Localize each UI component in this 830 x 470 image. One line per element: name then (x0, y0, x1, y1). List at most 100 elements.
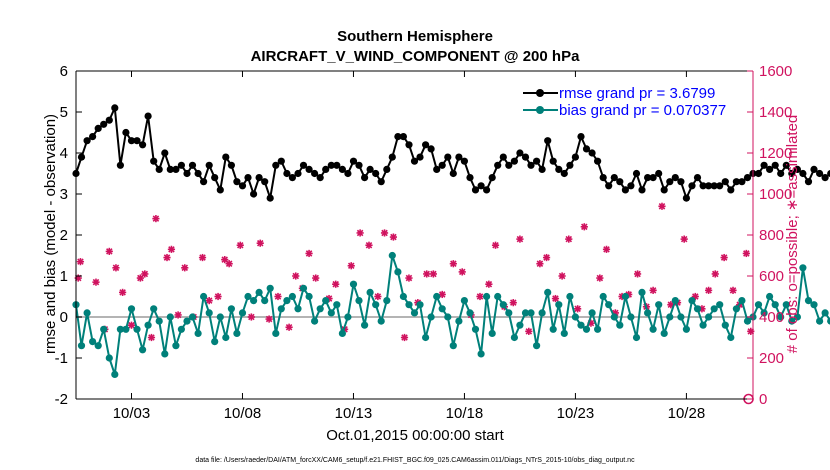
bias-point (571, 313, 580, 321)
obs-marker-stroke (574, 305, 581, 313)
bias-point (793, 313, 802, 321)
obs-marker-stroke (214, 293, 222, 300)
bias-point (460, 297, 468, 305)
bias-point (743, 317, 752, 325)
rmse-point (455, 153, 463, 161)
x-axis-label: Oct.01,2015 00:00:00 start (326, 427, 504, 444)
bias-point (627, 313, 635, 321)
rmse-point (116, 161, 124, 169)
obs-marker-stroke (525, 328, 533, 335)
rmse-point (205, 161, 213, 169)
rmse-point (338, 165, 346, 173)
rmse-point (594, 157, 602, 165)
bias-point (632, 333, 641, 342)
bias-point (638, 288, 646, 296)
obs-marker-stroke (256, 239, 264, 247)
rmse-point (660, 186, 668, 194)
obs-marker-stroke (401, 334, 408, 341)
bias-point (261, 297, 269, 305)
rmse-point (738, 178, 746, 186)
rmse-point (77, 153, 86, 161)
bias-point (644, 309, 652, 317)
obs-marker-stroke (141, 270, 149, 278)
rmse-point (549, 157, 557, 165)
obs-assimilated-marker (332, 280, 340, 288)
rmse-point (294, 169, 302, 178)
bias-point (100, 325, 108, 333)
bias-point (527, 309, 535, 317)
obs-marker-stroke (221, 256, 228, 263)
obs-assimilated-marker (536, 260, 544, 268)
bias-point (327, 309, 335, 317)
bias-point (671, 297, 679, 305)
obs-marker-stroke (603, 246, 610, 253)
y-tick-label: -1 (55, 350, 68, 367)
bias-point (521, 309, 530, 317)
bias-point (616, 321, 624, 329)
obs-marker-stroke (163, 254, 171, 261)
obs-marker-stroke (181, 264, 189, 272)
y-tick-label-right: 200 (759, 350, 784, 367)
rmse-point (155, 165, 163, 173)
bias-point (771, 301, 779, 309)
obs-assimilated-marker (152, 215, 160, 223)
bias-point (388, 251, 396, 260)
obs-marker-stroke (205, 297, 213, 304)
obs-assimilated-marker (356, 229, 364, 237)
rmse-point (83, 137, 91, 145)
rmse-point (89, 133, 97, 141)
rmse-point (372, 169, 380, 178)
rmse-point (499, 153, 507, 161)
obs-marker-stroke (381, 229, 388, 237)
obs-marker-stroke (587, 319, 595, 327)
rmse-point (100, 120, 108, 128)
bias-point (577, 321, 585, 329)
rmse-point (766, 165, 774, 173)
obs-assimilated-marker (729, 286, 737, 294)
obs-marker-stroke (729, 287, 737, 294)
obs-assimilated-marker (174, 311, 182, 319)
bias-point (494, 292, 502, 301)
rmse-point (516, 149, 524, 157)
obs-assimilated-marker (312, 274, 320, 282)
obs-marker-stroke (658, 203, 666, 210)
rmse-point (399, 133, 407, 141)
rmse-point (444, 153, 452, 161)
rmse-point (571, 153, 580, 161)
rmse-point (122, 128, 130, 137)
obs-marker-stroke (148, 334, 155, 341)
bias-point (505, 309, 513, 317)
obs-assimilated-marker (236, 241, 244, 249)
bias-point (83, 309, 91, 317)
rmse-point (555, 165, 563, 173)
obs-marker-stroke (292, 272, 300, 280)
y-axis-label-right: # of obs: o=possible; ∗=assimilated (784, 115, 801, 354)
obs-assimilated-marker (92, 278, 100, 286)
rmse-point (166, 165, 174, 173)
obs-marker-stroke (458, 268, 466, 276)
rmse-point (460, 157, 468, 165)
rmse-point (771, 161, 779, 169)
bias-point (211, 338, 219, 346)
bias-point (782, 301, 790, 309)
rmse-point (671, 174, 679, 182)
rmse-point (288, 174, 296, 182)
obs-marker-stroke (168, 246, 175, 253)
y-tick-label: 6 (60, 63, 68, 80)
obs-assimilated-marker (525, 327, 533, 335)
bias-point (804, 297, 813, 305)
bias-point (766, 292, 774, 301)
bias-point (827, 317, 830, 325)
obs-assimilated-marker (405, 274, 413, 282)
x-tick-label: 10/28 (668, 405, 706, 422)
rmse-point (410, 157, 419, 165)
y-tick-label: 4 (60, 145, 68, 162)
bias-point (155, 317, 163, 325)
rmse-point (200, 178, 208, 186)
obs-marker-stroke (450, 260, 457, 267)
rmse-point (183, 169, 191, 178)
rmse-point (538, 165, 546, 173)
bias-point (699, 321, 707, 329)
rmse-point (211, 174, 219, 182)
bias-point (333, 301, 341, 309)
